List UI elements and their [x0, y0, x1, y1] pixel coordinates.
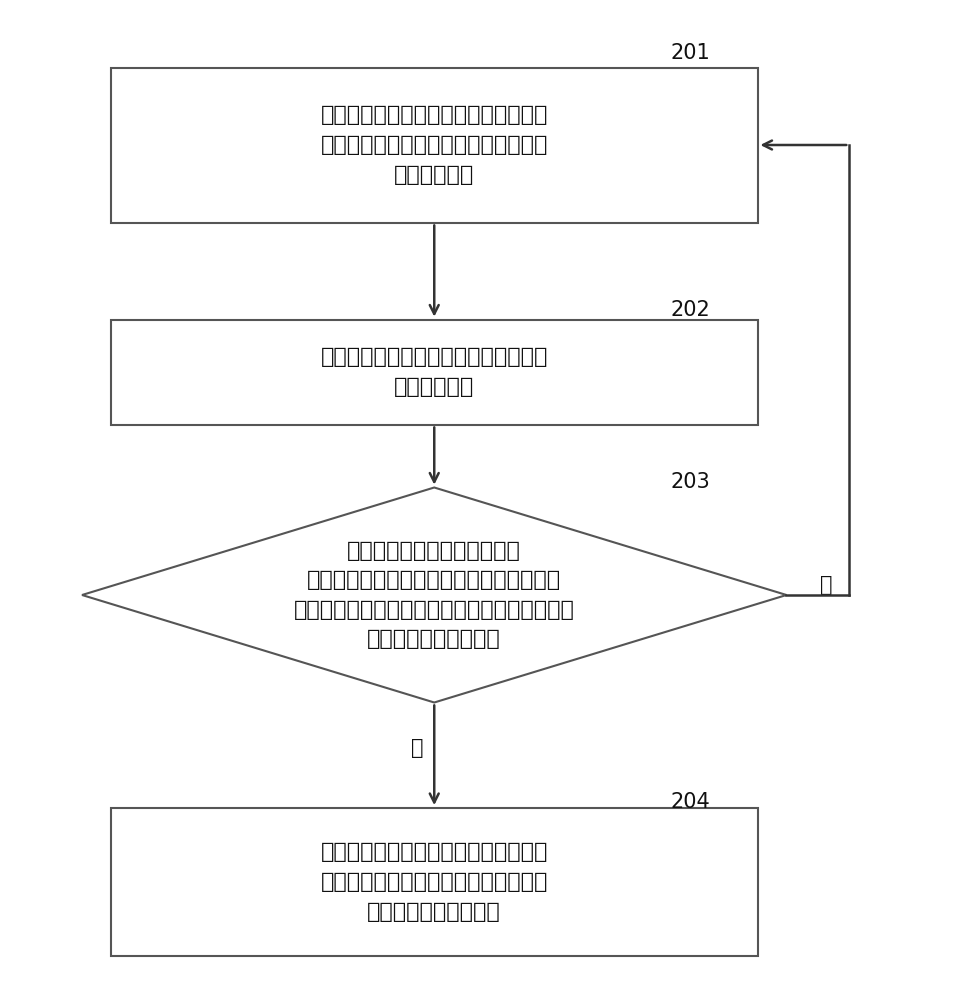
- Text: 是: 是: [411, 738, 423, 758]
- FancyBboxPatch shape: [111, 320, 758, 424]
- FancyBboxPatch shape: [111, 808, 758, 956]
- Text: 203: 203: [671, 472, 710, 492]
- Text: 根据预设周期对发射信号进行功率检测
获取发射信号的平均功率，计算出发射
信号的峰均比: 根据预设周期对发射信号进行功率检测 获取发射信号的平均功率，计算出发射 信号的峰…: [320, 105, 548, 185]
- Text: 否: 否: [820, 575, 833, 595]
- Polygon shape: [82, 487, 786, 702]
- Text: 204: 204: [671, 792, 710, 812]
- Text: 201: 201: [671, 43, 710, 63]
- Text: 根据平均功率和峰均比得到发射信号的
当前峰值功率: 根据平均功率和峰均比得到发射信号的 当前峰值功率: [320, 347, 548, 397]
- Text: 202: 202: [671, 300, 710, 320]
- Text: 当所述峰值功率小于所述功放
当前工作电压对应的功率范围内最小功率时
判断所述峰值功率小于所述最小功率的当前次数
是否大于等于预设阈值: 当所述峰值功率小于所述功放 当前工作电压对应的功率范围内最小功率时 判断所述峰值…: [293, 541, 575, 649]
- Text: 根据峰值功率和功放的饱和功率获取目
标工作电压，根据所述目标工作电压降
低所述功放的工作电压: 根据峰值功率和功放的饱和功率获取目 标工作电压，根据所述目标工作电压降 低所述功…: [320, 842, 548, 922]
- FancyBboxPatch shape: [111, 68, 758, 223]
